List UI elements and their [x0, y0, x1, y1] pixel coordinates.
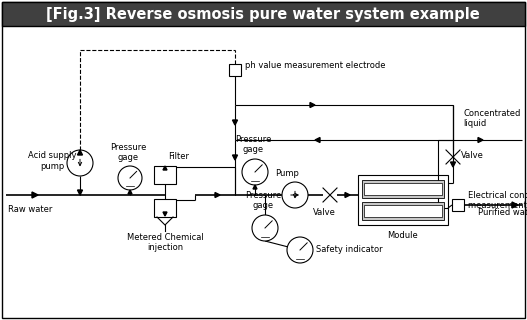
- Polygon shape: [163, 166, 167, 170]
- Circle shape: [242, 159, 268, 185]
- Polygon shape: [32, 192, 38, 198]
- Bar: [358, 175, 448, 225]
- Polygon shape: [315, 138, 320, 142]
- Bar: [2, 2, 525, 26]
- Text: [Fig.3] Reverse osmosis pure water system example: [Fig.3] Reverse osmosis pure water syste…: [46, 6, 480, 21]
- Polygon shape: [398, 209, 403, 213]
- Polygon shape: [163, 212, 167, 216]
- Text: Electrical conductivity
measurement electrode: Electrical conductivity measurement elec…: [468, 191, 527, 211]
- Bar: [362, 202, 444, 220]
- Circle shape: [252, 215, 278, 241]
- Polygon shape: [345, 193, 350, 197]
- Bar: [364, 205, 442, 217]
- Polygon shape: [215, 193, 220, 197]
- Polygon shape: [77, 190, 83, 195]
- Polygon shape: [512, 202, 518, 208]
- Circle shape: [67, 150, 93, 176]
- Polygon shape: [77, 150, 83, 155]
- Polygon shape: [128, 190, 132, 194]
- Bar: [154, 166, 176, 184]
- Text: Purified water: Purified water: [478, 208, 527, 217]
- Text: Pressure
gage: Pressure gage: [245, 191, 281, 210]
- Text: ph value measurement electrode: ph value measurement electrode: [245, 61, 385, 70]
- Polygon shape: [232, 155, 238, 160]
- Text: Pressure
gage: Pressure gage: [110, 143, 146, 162]
- Text: Acid supply
pump: Acid supply pump: [28, 151, 76, 171]
- Polygon shape: [451, 162, 455, 167]
- Text: Valve: Valve: [461, 150, 484, 159]
- Bar: [154, 199, 176, 217]
- Text: Metered Chemical
injection: Metered Chemical injection: [126, 233, 203, 252]
- Polygon shape: [478, 138, 483, 142]
- Circle shape: [118, 166, 142, 190]
- Text: Safety indicator: Safety indicator: [316, 245, 383, 254]
- Polygon shape: [253, 185, 257, 189]
- Polygon shape: [232, 120, 238, 125]
- Circle shape: [287, 237, 313, 263]
- Text: Module: Module: [388, 231, 418, 240]
- Text: Pump: Pump: [275, 169, 299, 178]
- Bar: [452, 199, 464, 211]
- Text: Raw water: Raw water: [8, 205, 52, 214]
- Text: Pressure
gage: Pressure gage: [235, 135, 271, 154]
- Polygon shape: [398, 187, 403, 191]
- Circle shape: [282, 182, 308, 208]
- Bar: [229, 64, 241, 76]
- Text: Concentrated
liquid: Concentrated liquid: [463, 108, 520, 128]
- Text: Valve: Valve: [313, 208, 336, 217]
- Bar: [364, 183, 442, 195]
- Bar: [362, 180, 444, 198]
- Text: Filter: Filter: [168, 152, 189, 161]
- Polygon shape: [310, 102, 315, 108]
